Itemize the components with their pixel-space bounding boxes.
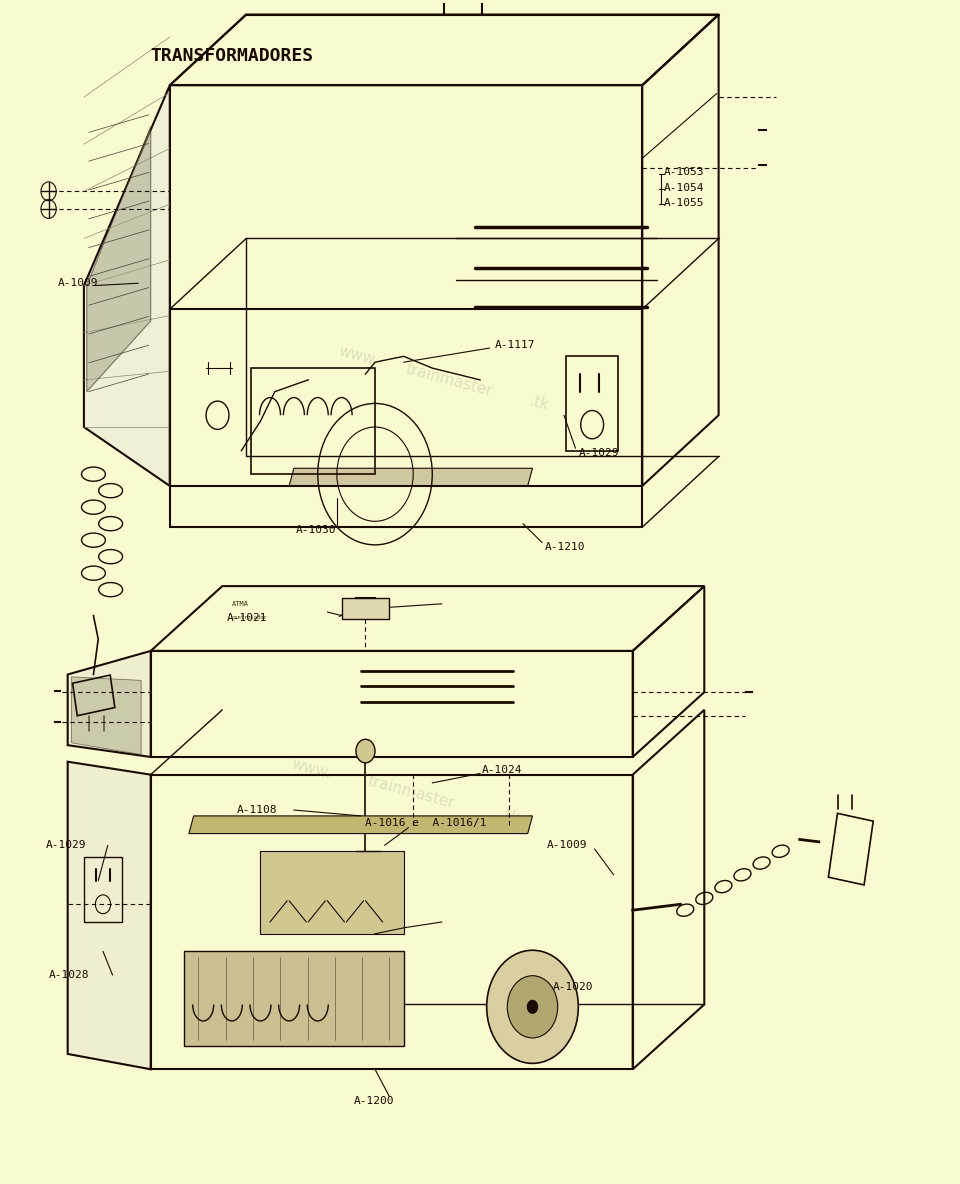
Polygon shape [84,85,170,485]
Text: A-1024: A-1024 [482,765,522,776]
Bar [73,675,115,716]
Polygon shape [289,468,533,485]
Text: A-1020: A-1020 [553,982,593,992]
Text: A-1021: A-1021 [228,613,268,623]
Bar [84,857,122,922]
Polygon shape [71,677,141,754]
Text: www.: www. [337,343,380,369]
Text: .tk: .tk [499,806,522,825]
Bar [260,851,403,934]
Text: www.: www. [289,757,332,781]
Text: A-1009: A-1009 [547,841,588,850]
Bar [565,356,618,451]
Bar [828,813,874,884]
Circle shape [507,976,558,1038]
Text: A-1030: A-1030 [296,525,336,534]
Text: trainmaster: trainmaster [403,361,494,399]
Circle shape [527,999,539,1014]
Circle shape [487,951,578,1063]
Text: controlador: controlador [232,616,268,620]
Text: TRANSFORMADORES: TRANSFORMADORES [151,47,314,65]
Text: ATMA: ATMA [232,600,249,606]
Text: A-1053: A-1053 [664,167,705,178]
Polygon shape [189,816,533,834]
Bar [342,598,390,619]
Text: A-1055: A-1055 [664,198,705,208]
Text: A-1028: A-1028 [49,970,89,980]
Text: A-1016 e  A-1016/1: A-1016 e A-1016/1 [366,818,487,828]
Polygon shape [67,761,151,1069]
Text: A-1108: A-1108 [236,805,277,815]
Text: A-1054: A-1054 [664,182,705,193]
Text: .tk: .tk [528,393,551,413]
Circle shape [356,739,375,762]
Polygon shape [67,651,151,757]
Text: A-1029: A-1029 [46,841,86,850]
Text: A-1200: A-1200 [354,1096,395,1106]
Bar [184,952,403,1045]
Text: A-1210: A-1210 [545,542,586,552]
Text: A-1117: A-1117 [494,340,535,349]
Text: trainmaster: trainmaster [366,773,456,811]
Text: A-1009: A-1009 [59,278,99,288]
Polygon shape [86,127,151,392]
Text: A-1029: A-1029 [579,448,620,458]
